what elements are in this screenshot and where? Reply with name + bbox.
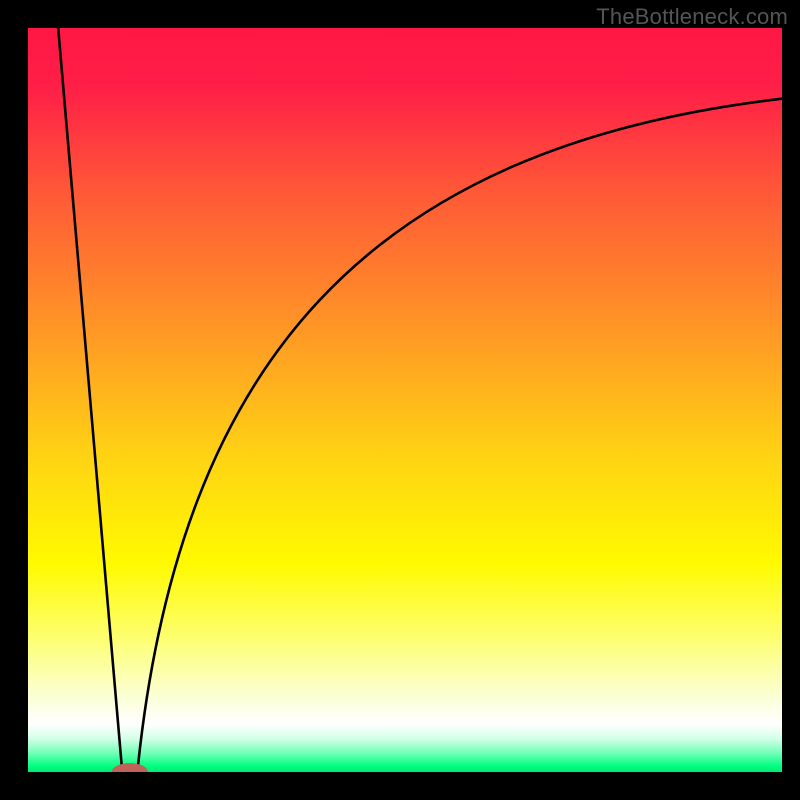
watermark-text: TheBottleneck.com <box>596 4 788 30</box>
border-left <box>0 0 28 800</box>
border-bottom <box>0 772 800 800</box>
plot-background <box>28 28 782 772</box>
chart-frame: TheBottleneck.com <box>0 0 800 800</box>
bottleneck-chart <box>0 0 800 800</box>
border-right <box>782 0 800 800</box>
